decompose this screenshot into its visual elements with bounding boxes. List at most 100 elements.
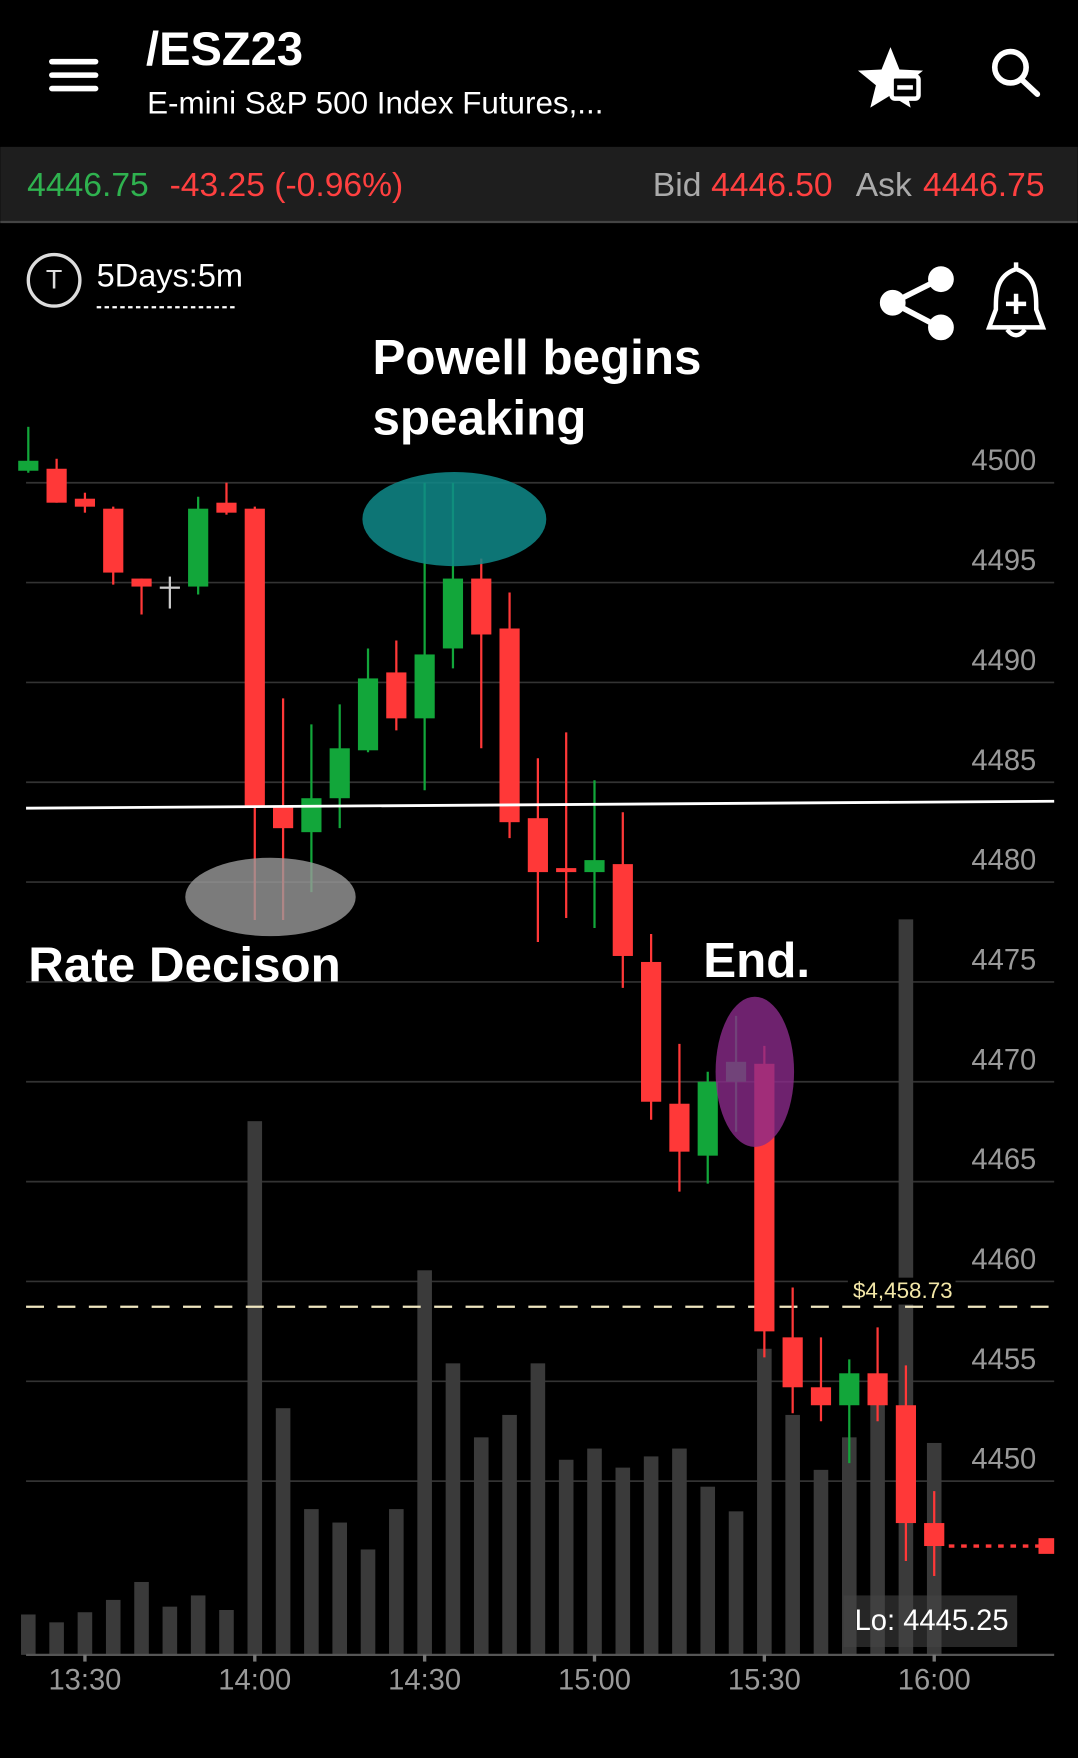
y-tick-label: 4485 bbox=[971, 745, 1036, 777]
timeframe-button[interactable]: 5Days:5m bbox=[96, 258, 243, 309]
bid-price: 4446.50 bbox=[711, 167, 833, 204]
volume-bar bbox=[785, 1414, 800, 1655]
candle-body bbox=[612, 864, 633, 956]
volume-bar bbox=[332, 1522, 347, 1655]
x-tick-label: 13:30 bbox=[48, 1664, 121, 1696]
bid-label: Bid bbox=[653, 167, 702, 204]
candle-body bbox=[669, 1103, 690, 1152]
candle-body bbox=[499, 628, 520, 823]
candle-body bbox=[18, 460, 39, 471]
annotation-text: speaking bbox=[373, 391, 587, 446]
alert-button[interactable] bbox=[985, 262, 1047, 338]
volume-bar bbox=[49, 1622, 64, 1655]
volume-bar bbox=[247, 1121, 263, 1655]
candle-body bbox=[414, 654, 435, 719]
candle-body bbox=[357, 678, 379, 751]
volume-bar bbox=[219, 1610, 234, 1655]
y-tick-label: 4495 bbox=[971, 545, 1036, 577]
candle-body bbox=[273, 806, 294, 829]
candle-body bbox=[103, 508, 124, 573]
candle-body bbox=[442, 578, 464, 649]
candle-body bbox=[188, 508, 209, 587]
volume-bar bbox=[275, 1408, 291, 1655]
candle-body bbox=[386, 672, 407, 719]
candle-body bbox=[329, 748, 350, 799]
x-tick-label: 15:00 bbox=[558, 1664, 631, 1696]
candle-body bbox=[584, 860, 605, 873]
volume-bar bbox=[728, 1511, 744, 1655]
candle-body bbox=[46, 468, 67, 503]
candle-body bbox=[782, 1337, 803, 1388]
candle-body bbox=[810, 1387, 832, 1406]
study-button[interactable]: T bbox=[26, 252, 82, 308]
y-tick-label: 4455 bbox=[971, 1344, 1036, 1376]
quote-bar bbox=[0, 146, 1078, 222]
volume-bar bbox=[105, 1599, 121, 1655]
y-tick-label: 4470 bbox=[971, 1044, 1036, 1076]
symbol-title: /ESZ23 bbox=[146, 22, 303, 75]
volume-bar bbox=[870, 1403, 885, 1655]
volume-bar bbox=[445, 1363, 461, 1655]
candle-body bbox=[527, 818, 548, 873]
trend-line bbox=[26, 799, 1055, 810]
x-tick-label: 16:00 bbox=[898, 1664, 971, 1696]
volume-bar bbox=[162, 1606, 178, 1655]
lo-label: Lo: 4445.25 bbox=[855, 1605, 1009, 1637]
share-button[interactable] bbox=[879, 266, 954, 341]
annotation-oval bbox=[715, 996, 795, 1147]
price-change: -43.25 (-0.96%) bbox=[170, 167, 404, 204]
volume-bar bbox=[389, 1509, 404, 1655]
annotation-text: Powell begins bbox=[373, 330, 702, 385]
candle-body bbox=[216, 502, 237, 513]
volume-bar bbox=[615, 1467, 631, 1655]
x-tick-label: 14:30 bbox=[388, 1664, 461, 1696]
y-tick-label: 4490 bbox=[971, 645, 1036, 677]
volume-bar bbox=[190, 1595, 206, 1655]
volume-bar bbox=[417, 1270, 432, 1655]
candle-body bbox=[867, 1373, 888, 1406]
candle-body bbox=[471, 578, 492, 635]
volume-bar bbox=[21, 1614, 36, 1655]
y-tick-label: 4450 bbox=[971, 1444, 1036, 1476]
timeframe: 5Days:5m bbox=[97, 258, 243, 294]
x-tick-label: 14:00 bbox=[218, 1664, 291, 1696]
study-icon-letter: T bbox=[46, 265, 62, 295]
candle-body bbox=[924, 1523, 945, 1547]
candle-body bbox=[74, 498, 96, 507]
candle-body bbox=[159, 586, 180, 589]
y-tick-label: 4480 bbox=[971, 845, 1036, 877]
y-tick-label: 4460 bbox=[971, 1244, 1036, 1276]
lo-label-bg bbox=[843, 1595, 1018, 1648]
last-price: 4446.75 bbox=[27, 167, 149, 204]
search-button[interactable] bbox=[991, 48, 1041, 97]
volume-bar bbox=[700, 1486, 716, 1655]
candle-body bbox=[641, 961, 662, 1102]
volume-bar bbox=[473, 1437, 489, 1655]
volume-bar bbox=[587, 1448, 602, 1655]
volume-bar bbox=[304, 1509, 319, 1655]
ask-label: Ask bbox=[856, 167, 912, 204]
price-line-label: $4,458.73 bbox=[853, 1278, 953, 1303]
ask-price: 4446.75 bbox=[923, 167, 1045, 204]
candle-body bbox=[839, 1373, 860, 1406]
y-tick-label: 4500 bbox=[971, 445, 1036, 477]
last-price-marker bbox=[1038, 1538, 1055, 1554]
annotation-text: End. bbox=[703, 933, 810, 988]
y-tick-label: 4475 bbox=[971, 944, 1036, 976]
volume-bar bbox=[530, 1363, 546, 1655]
volume-bar bbox=[558, 1459, 574, 1655]
watchlist-button[interactable] bbox=[857, 47, 924, 108]
candle-body bbox=[895, 1405, 916, 1524]
x-tick-label: 15:30 bbox=[728, 1664, 801, 1696]
chart: 4450 4455 4460 4465 4470 4475 4480 4485 4490 4495… bbox=[18, 330, 1055, 1696]
volume-bar bbox=[643, 1456, 659, 1655]
candle-body bbox=[301, 798, 322, 833]
menu-button[interactable] bbox=[49, 58, 99, 92]
volume-bar bbox=[134, 1581, 149, 1655]
candle-body bbox=[556, 868, 577, 873]
volume-bar bbox=[757, 1348, 772, 1655]
annotation-text: Rate Decison bbox=[28, 938, 341, 993]
symbol-subtitle: E-mini S&P 500 Index Futures,... bbox=[147, 86, 603, 121]
candle-body bbox=[697, 1081, 718, 1156]
